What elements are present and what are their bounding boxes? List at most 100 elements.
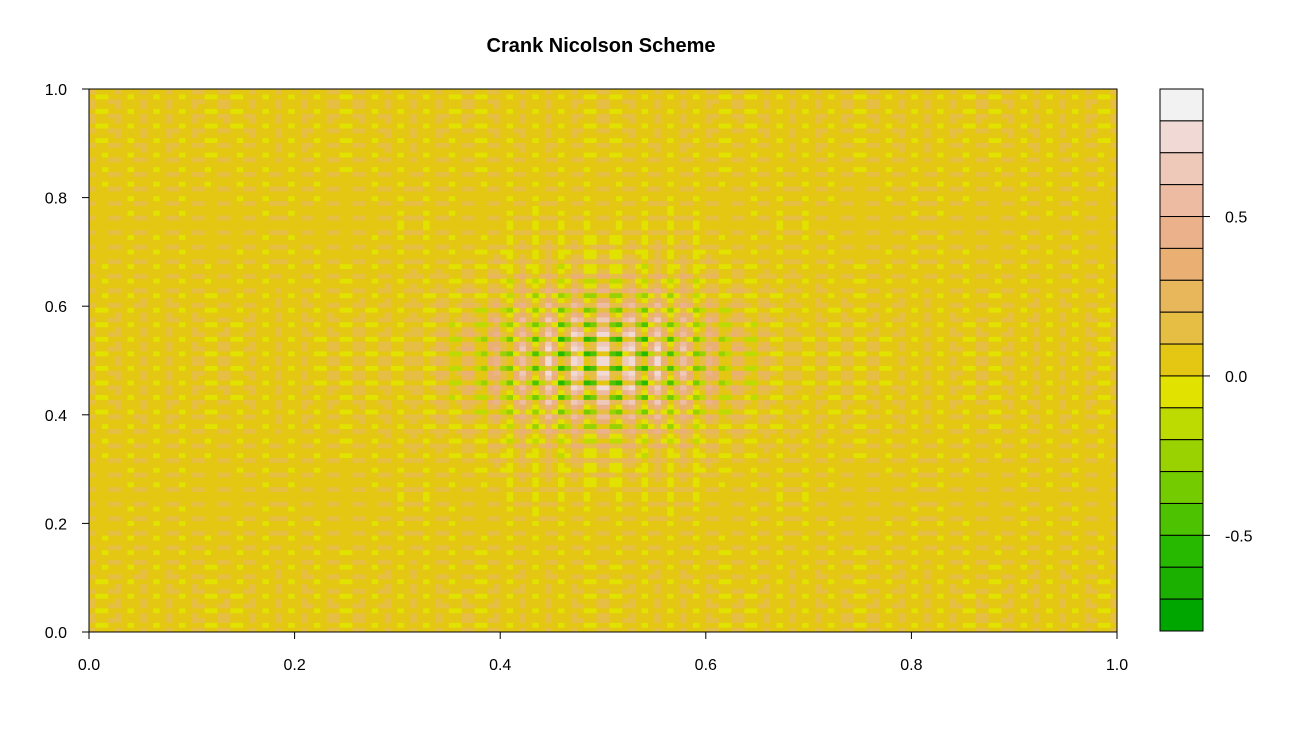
heatmap-cell — [397, 568, 405, 575]
heatmap-cell — [108, 515, 116, 522]
heatmap-cell — [223, 598, 231, 604]
heatmap-cell — [127, 583, 135, 589]
heatmap-cell — [89, 510, 97, 517]
heatmap-cell — [371, 510, 379, 517]
heatmap-cell — [525, 510, 533, 517]
heatmap-cell — [1104, 549, 1112, 556]
heatmap-cell — [121, 612, 129, 619]
heatmap-cell — [712, 520, 720, 526]
heatmap-cell — [365, 593, 373, 599]
heatmap-cell — [924, 510, 932, 517]
heatmap-cell — [737, 544, 745, 551]
heatmap-cell — [1097, 602, 1105, 609]
heatmap-cell — [435, 501, 443, 507]
heatmap-cell — [924, 505, 932, 512]
heatmap-cell — [133, 544, 141, 551]
heatmap-cell — [892, 510, 900, 517]
heatmap-cell — [1078, 544, 1086, 551]
heatmap-cell — [442, 525, 450, 531]
heatmap-cell — [423, 549, 431, 556]
heatmap-cell — [313, 496, 321, 502]
heatmap-cell — [262, 612, 270, 619]
heatmap-cell — [1104, 627, 1112, 632]
heatmap-cell — [378, 554, 386, 560]
heatmap-cell — [628, 617, 636, 623]
heatmap-cell — [480, 544, 488, 551]
heatmap-cell — [622, 622, 630, 628]
heatmap-cell — [211, 578, 219, 585]
heatmap-cell — [551, 491, 559, 497]
heatmap-cell — [872, 578, 880, 585]
heatmap-cell — [448, 554, 456, 560]
heatmap-cell — [211, 491, 219, 497]
heatmap-cell — [866, 573, 874, 580]
heatmap-cell — [673, 544, 681, 551]
heatmap-cell — [635, 496, 643, 502]
heatmap-cell — [455, 491, 463, 497]
heatmap-cell — [397, 578, 405, 585]
heatmap-cell — [474, 559, 482, 565]
heatmap-cell — [390, 501, 398, 507]
heatmap-cell — [667, 554, 675, 560]
heatmap-cell — [744, 578, 752, 585]
heatmap-cell — [782, 588, 790, 594]
heatmap-cell — [262, 559, 270, 565]
heatmap-cell — [365, 515, 373, 522]
heatmap-cell — [256, 491, 264, 497]
heatmap-cell — [853, 598, 861, 604]
heatmap-cell — [699, 539, 707, 546]
heatmap-cell — [975, 578, 983, 585]
heatmap-cell — [1001, 568, 1009, 575]
heatmap-cell — [435, 554, 443, 560]
heatmap-cell — [133, 598, 141, 604]
heatmap-cell — [223, 501, 231, 507]
heatmap-cell — [603, 622, 611, 628]
heatmap-cell — [962, 622, 970, 628]
heatmap-cell — [982, 564, 990, 570]
heatmap-cell — [827, 515, 835, 522]
heatmap-cell — [808, 510, 816, 517]
heatmap-cell — [1065, 554, 1073, 560]
heatmap-cell — [1072, 602, 1080, 609]
heatmap-cell — [1072, 510, 1080, 517]
heatmap-cell — [307, 622, 315, 628]
heatmap-cell — [140, 602, 148, 609]
heatmap-cell — [442, 510, 450, 517]
heatmap-cell — [204, 486, 212, 492]
heatmap-cell — [448, 510, 456, 517]
heatmap-cell — [153, 568, 161, 575]
heatmap-cell — [994, 578, 1002, 585]
heatmap-cell — [583, 501, 591, 507]
heatmap-cell — [866, 622, 874, 628]
heatmap-cell — [416, 501, 424, 507]
heatmap-cell — [1052, 588, 1060, 594]
heatmap-cell — [757, 549, 765, 556]
heatmap-cell — [789, 554, 797, 560]
heatmap-cell — [1007, 564, 1015, 570]
heatmap-cell — [590, 520, 598, 526]
heatmap-cell — [911, 520, 919, 526]
heatmap-cell — [904, 602, 912, 609]
heatmap-cell — [429, 520, 437, 526]
heatmap-cell — [198, 612, 206, 619]
heatmap-cell — [596, 627, 604, 632]
heatmap-cell — [1020, 622, 1028, 628]
heatmap-cell — [647, 544, 655, 551]
heatmap-cell — [1072, 564, 1080, 570]
heatmap-cell — [898, 583, 906, 589]
heatmap-cell — [1072, 544, 1080, 551]
heatmap-cell — [403, 559, 411, 565]
heatmap-cell — [101, 481, 109, 488]
heatmap-cell — [294, 481, 302, 488]
heatmap-cell — [211, 583, 219, 589]
heatmap-cell — [840, 602, 848, 609]
heatmap-cell — [223, 627, 231, 632]
heatmap-cell — [506, 578, 514, 585]
heatmap-cell — [545, 568, 553, 575]
heatmap-cell — [635, 530, 643, 536]
heatmap-cell — [1046, 568, 1054, 575]
heatmap-cell — [114, 593, 122, 599]
heatmap-cell — [89, 573, 97, 580]
heatmap-cell — [622, 544, 630, 551]
heatmap-cell — [776, 549, 784, 556]
